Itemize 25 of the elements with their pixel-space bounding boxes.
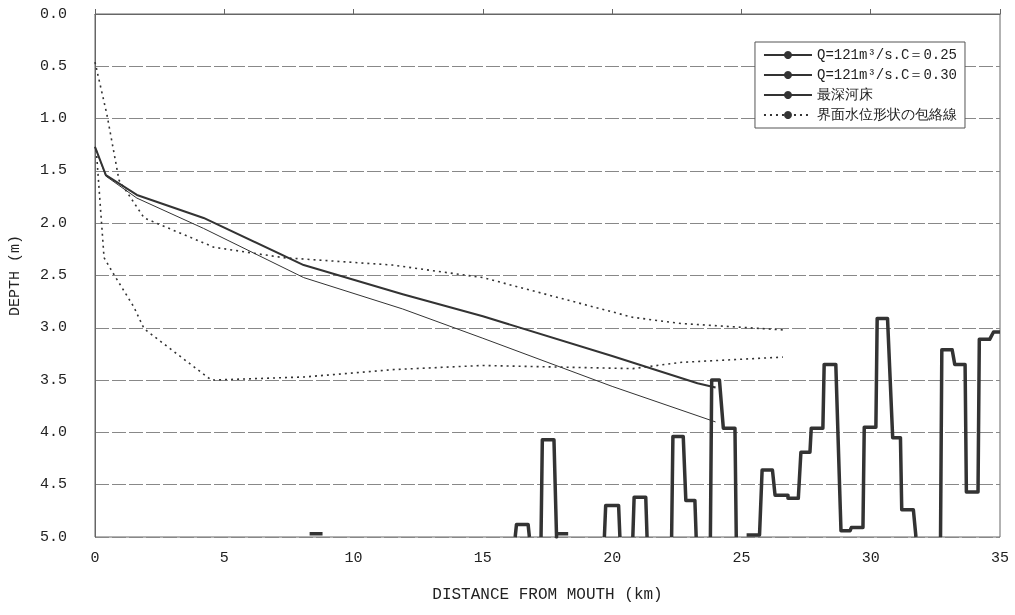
x-tick-label: 5 [219, 550, 229, 567]
x-tick-label: 15 [473, 550, 492, 567]
x-axis-title: DISTANCE FROM MOUTH (km) [432, 586, 663, 604]
y-tick-label: 3.5 [39, 371, 67, 389]
x-tick-label: 35 [990, 550, 1010, 567]
y-tick-label: 5.0 [39, 528, 67, 546]
x-tick-label: 10 [344, 550, 363, 567]
x-tick-label: 30 [861, 550, 880, 567]
x-tick-label: 20 [603, 550, 622, 567]
y-tick-label: 0.5 [39, 57, 67, 75]
y-tick-label: 0.0 [39, 5, 67, 23]
y-tick-label: 1.5 [39, 162, 67, 180]
legend-label: 界面水位形状の包絡線 [816, 107, 957, 123]
x-tick-label: 0 [90, 550, 100, 567]
y-tick-label: 3.0 [39, 319, 67, 337]
y-tick-label: 4.0 [39, 423, 67, 441]
y-tick-label: 4.5 [39, 476, 67, 494]
legend-label: Q=121m³/s.C＝0.30 [816, 67, 958, 83]
y-axis-title: DEPTH (m) [7, 234, 24, 317]
y-tick-label: 2.0 [39, 214, 67, 232]
y-tick-label: 1.0 [39, 110, 67, 128]
y-tick-label: 2.5 [39, 267, 67, 284]
legend-label: Q=121m³/s.C＝0.25 [816, 47, 958, 63]
legend-label: 最深河床 [816, 87, 873, 103]
x-tick-label: 25 [732, 550, 751, 567]
